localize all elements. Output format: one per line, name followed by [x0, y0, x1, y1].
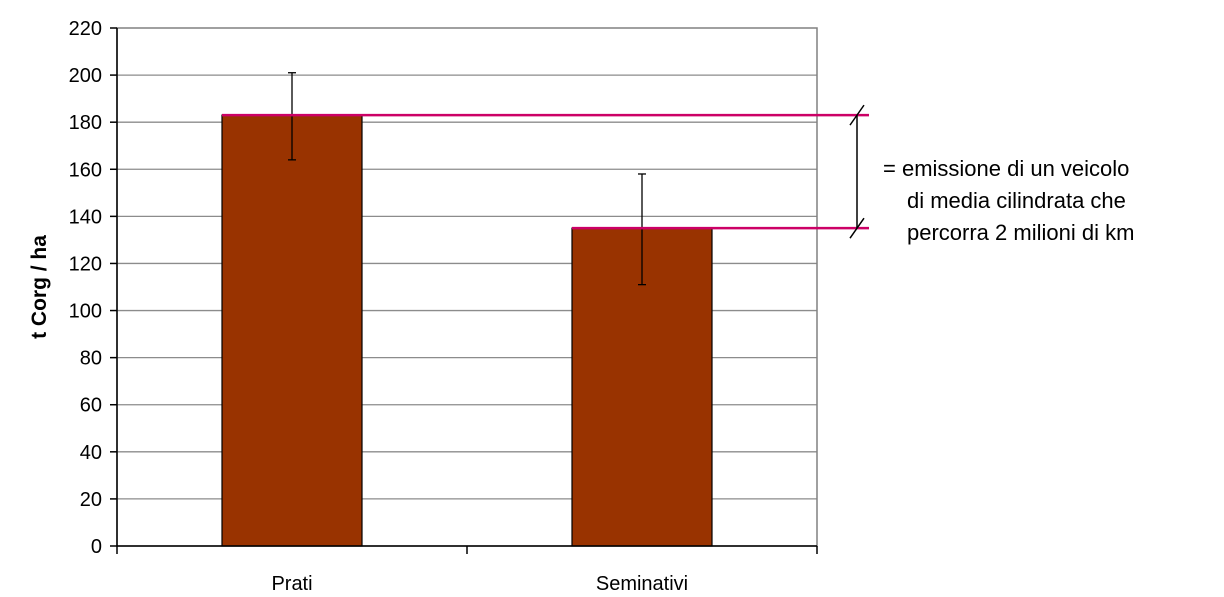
y-tick-label: 180: [69, 112, 102, 134]
y-tick-label: 0: [91, 536, 102, 558]
y-tick-label: 60: [80, 395, 102, 417]
y-tick-label: 220: [69, 18, 102, 40]
annotation-line-1: = emissione di un veicolo: [883, 156, 1129, 181]
y-tick-label: 120: [69, 253, 102, 275]
axis-layer: [110, 27, 818, 554]
annotation: = emissione di un veicolo di media cilin…: [883, 156, 1134, 245]
bar-prati: [221, 114, 363, 547]
annotation-line-2: di media cilindrata che: [907, 188, 1126, 213]
x-tick-label-layer: Prati Seminativi: [271, 573, 688, 595]
reference-line-layer: [222, 104, 869, 239]
y-tick-label: 100: [69, 301, 102, 323]
y-tick-label: 40: [80, 442, 102, 464]
y-tick-label: 20: [80, 489, 102, 511]
y-tick-label: 200: [69, 65, 102, 87]
x-tick-label: Seminativi: [596, 573, 688, 595]
x-tick-label: Prati: [271, 573, 312, 595]
y-tick-label-layer: 0 20 40 60 80 100 120 140 160 180 200 220: [69, 18, 102, 558]
y-axis-label: t Corg / ha: [28, 235, 51, 339]
bar-layer: [221, 114, 713, 547]
y-tick-label: 80: [80, 348, 102, 370]
y-tick-label: 140: [69, 206, 102, 228]
annotation-line-3: percorra 2 milioni di km: [907, 220, 1134, 245]
bracket-tick: [849, 217, 865, 239]
y-tick-label: 160: [69, 159, 102, 181]
bracket-tick: [849, 104, 865, 126]
